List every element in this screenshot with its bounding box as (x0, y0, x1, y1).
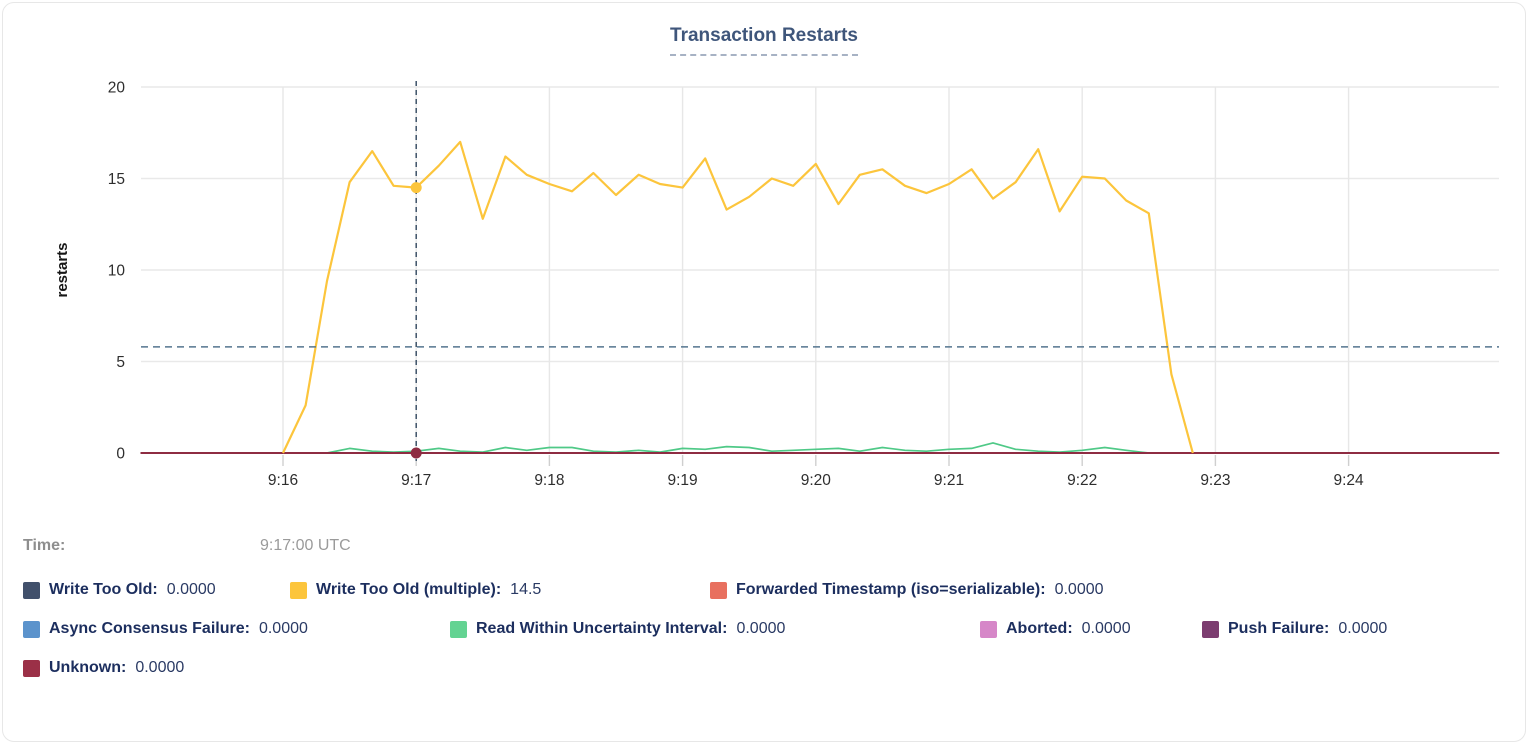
legend-value: 0.0000 (1054, 581, 1104, 598)
legend-row-2: Async Consensus Failure: 0.0000 Read Wit… (23, 620, 1511, 638)
legend-item-async-consensus-failure[interactable]: Async Consensus Failure: 0.0000 (23, 620, 450, 638)
svg-text:9:22: 9:22 (1067, 472, 1097, 489)
legend-swatch-push-failure (1202, 620, 1219, 638)
legend-swatch-unknown (23, 659, 40, 677)
chart-header: Transaction Restarts (17, 25, 1511, 69)
legend-value: 0.0000 (736, 620, 786, 637)
chart-title[interactable]: Transaction Restarts (670, 25, 858, 56)
legend-label: Async Consensus Failure: (49, 620, 250, 637)
legend: Write Too Old: 0.0000 Write Too Old (mul… (23, 581, 1511, 677)
legend-row-3: Unknown: 0.0000 (23, 659, 1511, 677)
svg-text:10: 10 (108, 262, 126, 279)
svg-text:9:17: 9:17 (401, 472, 431, 489)
svg-text:9:20: 9:20 (801, 472, 832, 489)
svg-text:9:21: 9:21 (934, 472, 964, 489)
time-label: Time: (23, 537, 66, 554)
restarts-chart-svg[interactable]: 0 5 10 15 20 9:16 9:17 9:18 9:19 9:20 9:21 9:22 9:23… (17, 71, 1517, 503)
legend-item-unknown[interactable]: Unknown: 0.0000 (23, 659, 184, 677)
legend-swatch-read-within-uncertainty (450, 620, 467, 638)
legend-swatch-write-too-old-multiple (290, 581, 307, 599)
legend-row-1: Write Too Old: 0.0000 Write Too Old (mul… (23, 581, 1511, 599)
legend-label: Read Within Uncertainty Interval: (476, 620, 728, 637)
svg-text:0: 0 (116, 445, 125, 462)
legend-value: 0.0000 (258, 620, 308, 637)
chart-area: 0 5 10 15 20 9:16 9:17 9:18 9:19 9:20 9:21 9:22 9:23… (17, 71, 1517, 503)
legend-label: Forwarded Timestamp (iso=serializable): (736, 581, 1046, 598)
legend-item-aborted[interactable]: Aborted: 0.0000 (980, 620, 1202, 638)
svg-text:20: 20 (108, 79, 126, 96)
svg-text:5: 5 (116, 354, 125, 371)
legend-item-forwarded-timestamp[interactable]: Forwarded Timestamp (iso=serializable): … (710, 581, 1104, 599)
legend-value: 0.0000 (1338, 620, 1388, 637)
svg-text:9:16: 9:16 (268, 472, 298, 489)
legend-item-push-failure[interactable]: Push Failure: 0.0000 (1202, 620, 1387, 638)
legend-value: 0.0000 (135, 659, 185, 676)
legend-value: 0.0000 (1081, 620, 1131, 637)
legend-value: 14.5 (510, 581, 542, 598)
legend-swatch-async-consensus-failure (23, 620, 40, 638)
legend-item-write-too-old[interactable]: Write Too Old: 0.0000 (23, 581, 290, 599)
svg-text:9:19: 9:19 (668, 472, 698, 489)
legend-label: Write Too Old: (49, 581, 158, 598)
legend-label: Write Too Old (multiple): (316, 581, 502, 598)
legend-label: Push Failure: (1228, 620, 1330, 637)
legend-value: 0.0000 (166, 581, 216, 598)
legend-label: Aborted: (1006, 620, 1073, 637)
legend-swatch-forwarded-timestamp (710, 581, 727, 599)
hover-time-row: Time: 9:17:00 UTC (23, 537, 1511, 555)
svg-text:9:24: 9:24 (1334, 472, 1365, 489)
legend-item-write-too-old-multiple[interactable]: Write Too Old (multiple): 14.5 (290, 581, 710, 599)
legend-label: Unknown: (49, 659, 127, 676)
svg-text:9:18: 9:18 (534, 472, 564, 489)
svg-text:9:23: 9:23 (1200, 472, 1230, 489)
time-value: 9:17:00 UTC (260, 537, 351, 554)
svg-text:restarts: restarts (54, 242, 71, 297)
svg-text:15: 15 (108, 171, 125, 188)
legend-swatch-write-too-old (23, 581, 40, 599)
legend-swatch-aborted (980, 620, 997, 638)
legend-item-read-within-uncertainty[interactable]: Read Within Uncertainty Interval: 0.0000 (450, 620, 980, 638)
